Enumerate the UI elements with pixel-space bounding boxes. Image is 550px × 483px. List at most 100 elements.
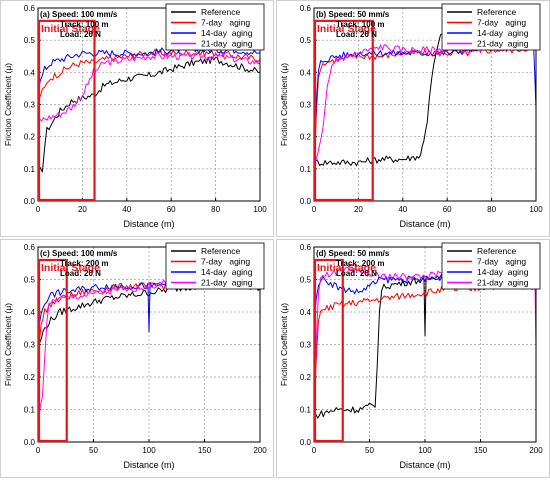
y-tick-label: 0.6 — [300, 4, 312, 13]
panel-b: 0.0 0.1 0.2 0.3 0.4 0.5 0.6 0 20 40 60 80 100 Distanc… — [276, 0, 550, 237]
y-tick-label: 0.3 — [24, 341, 36, 350]
initial-stage-box — [37, 19, 96, 202]
initial-stage-box — [37, 258, 68, 443]
y-axis-label: Friction Coefficient (μ) — [3, 63, 13, 146]
condition-text-2: Load: 20 N — [60, 30, 101, 39]
y-tick-label: 0.0 — [300, 197, 312, 206]
chart-svg-1: 0.0 0.1 0.2 0.3 0.4 0.5 0.6 0 20 40 60 80 100 Distanc… — [276, 0, 550, 237]
x-tick-label: 20 — [78, 205, 87, 214]
legend-label-0: Reference — [477, 7, 516, 17]
x-tick-label: 50 — [89, 446, 98, 455]
x-tick-label: 50 — [365, 446, 374, 455]
x-tick-label: 0 — [36, 205, 41, 214]
x-axis-label: Distance (m) — [123, 219, 174, 229]
y-tick-label: 0.5 — [24, 36, 36, 45]
panel-d: 0.0 0.1 0.2 0.3 0.4 0.5 0.6 0 50 100 150 200 Distanc… — [276, 239, 550, 478]
initial-stage-label: Initial Stage — [317, 23, 376, 35]
legend-label-3: 21-day aging — [201, 39, 253, 49]
legend-label-1: 7-day aging — [201, 257, 250, 267]
y-tick-label: 0.5 — [24, 276, 36, 285]
x-axis-label: Distance (m) — [399, 219, 450, 229]
chart-svg-0: 0.0 0.1 0.2 0.3 0.4 0.5 0.6 0 20 40 60 80 100 Distanc… — [0, 0, 274, 237]
y-tick-label: 0.4 — [24, 68, 36, 77]
x-axis-label: Distance (m) — [123, 460, 174, 470]
y-tick-label: 0.6 — [24, 4, 36, 13]
y-tick-label: 0.2 — [300, 133, 312, 142]
y-tick-label: 0.4 — [300, 308, 312, 317]
y-tick-label: 0.2 — [24, 373, 36, 382]
y-tick-label: 0.6 — [300, 243, 312, 252]
legend-label-1: 7-day aging — [201, 18, 250, 28]
x-axis-label: Distance (m) — [399, 460, 450, 470]
x-tick-label: 40 — [398, 205, 407, 214]
condition-text-0: (c) Speed: 100 mm/s — [40, 249, 118, 258]
condition-text-1: Track: 100 m — [336, 20, 384, 29]
condition-text-1: Track: 200 m — [60, 259, 108, 268]
y-tick-label: 0.3 — [24, 101, 36, 110]
condition-text-0: (d) Speed: 50 mm/s — [316, 249, 390, 258]
series-line-2 — [37, 46, 260, 95]
y-tick-label: 0.1 — [24, 406, 36, 415]
x-tick-label: 100 — [418, 446, 432, 455]
y-tick-label: 0.5 — [300, 36, 312, 45]
legend-label-0: Reference — [477, 246, 516, 256]
x-tick-label: 60 — [443, 205, 452, 214]
x-tick-label: 150 — [198, 446, 212, 455]
y-tick-label: 0.0 — [24, 438, 36, 447]
x-tick-label: 80 — [487, 205, 496, 214]
y-axis-label: Friction Coefficient (μ) — [279, 303, 289, 386]
panel-c: 0.0 0.1 0.2 0.3 0.4 0.5 0.6 0 50 100 150 200 Distanc… — [0, 239, 274, 478]
chart-svg-3: 0.0 0.1 0.2 0.3 0.4 0.5 0.6 0 50 100 150 200 Distanc… — [276, 239, 550, 478]
y-tick-label: 0.1 — [300, 165, 312, 174]
y-tick-label: 0.2 — [24, 133, 36, 142]
x-tick-label: 0 — [36, 446, 41, 455]
y-tick-label: 0.6 — [24, 243, 36, 252]
legend-label-2: 14-day aging — [477, 267, 529, 277]
x-tick-label: 100 — [142, 446, 156, 455]
y-tick-label: 0.2 — [300, 373, 312, 382]
y-tick-label: 0.3 — [300, 341, 312, 350]
y-tick-label: 0.4 — [300, 68, 312, 77]
legend-label-1: 7-day aging — [477, 18, 526, 28]
y-axis-label: Friction Coefficient (μ) — [3, 303, 13, 386]
initial-stage-box — [313, 19, 374, 202]
condition-text-1: Track: 200 m — [336, 259, 384, 268]
legend-label-0: Reference — [201, 7, 240, 17]
chart-svg-2: 0.0 0.1 0.2 0.3 0.4 0.5 0.6 0 50 100 150 200 Distanc… — [0, 239, 274, 478]
y-tick-label: 0.0 — [300, 438, 312, 447]
condition-text-2: Load: 20 N — [60, 269, 101, 278]
y-tick-label: 0.3 — [300, 101, 312, 110]
x-tick-label: 150 — [474, 446, 488, 455]
condition-text-2: Load: 20 N — [336, 269, 377, 278]
y-axis-label: Friction Coefficient (μ) — [279, 63, 289, 146]
legend-label-3: 21-day aging — [201, 278, 253, 288]
y-tick-label: 0.4 — [24, 308, 36, 317]
y-tick-label: 0.0 — [24, 197, 36, 206]
condition-text-1: Track: 100 m — [60, 20, 108, 29]
initial-stage-label: Initial Stage — [317, 262, 376, 274]
y-tick-label: 0.1 — [300, 406, 312, 415]
condition-text-2: Load: 20 N — [336, 30, 377, 39]
x-tick-label: 100 — [253, 205, 267, 214]
initial-stage-label: Initial Stage — [41, 23, 100, 35]
legend-label-1: 7-day aging — [477, 257, 526, 267]
series-line-1 — [313, 44, 537, 179]
y-tick-label: 0.5 — [300, 276, 312, 285]
legend-label-2: 14-day aging — [477, 28, 529, 38]
series-line-3 — [37, 52, 261, 122]
x-tick-label: 100 — [529, 205, 543, 214]
legend-label-3: 21-day aging — [477, 39, 529, 49]
initial-stage-box — [313, 258, 344, 443]
x-tick-label: 0 — [312, 205, 317, 214]
condition-text-0: (a) Speed: 100 mm/s — [40, 10, 118, 19]
x-tick-label: 0 — [312, 446, 317, 455]
x-tick-label: 60 — [167, 205, 176, 214]
y-tick-label: 0.1 — [24, 165, 36, 174]
x-tick-label: 200 — [529, 446, 543, 455]
x-tick-label: 40 — [122, 205, 131, 214]
